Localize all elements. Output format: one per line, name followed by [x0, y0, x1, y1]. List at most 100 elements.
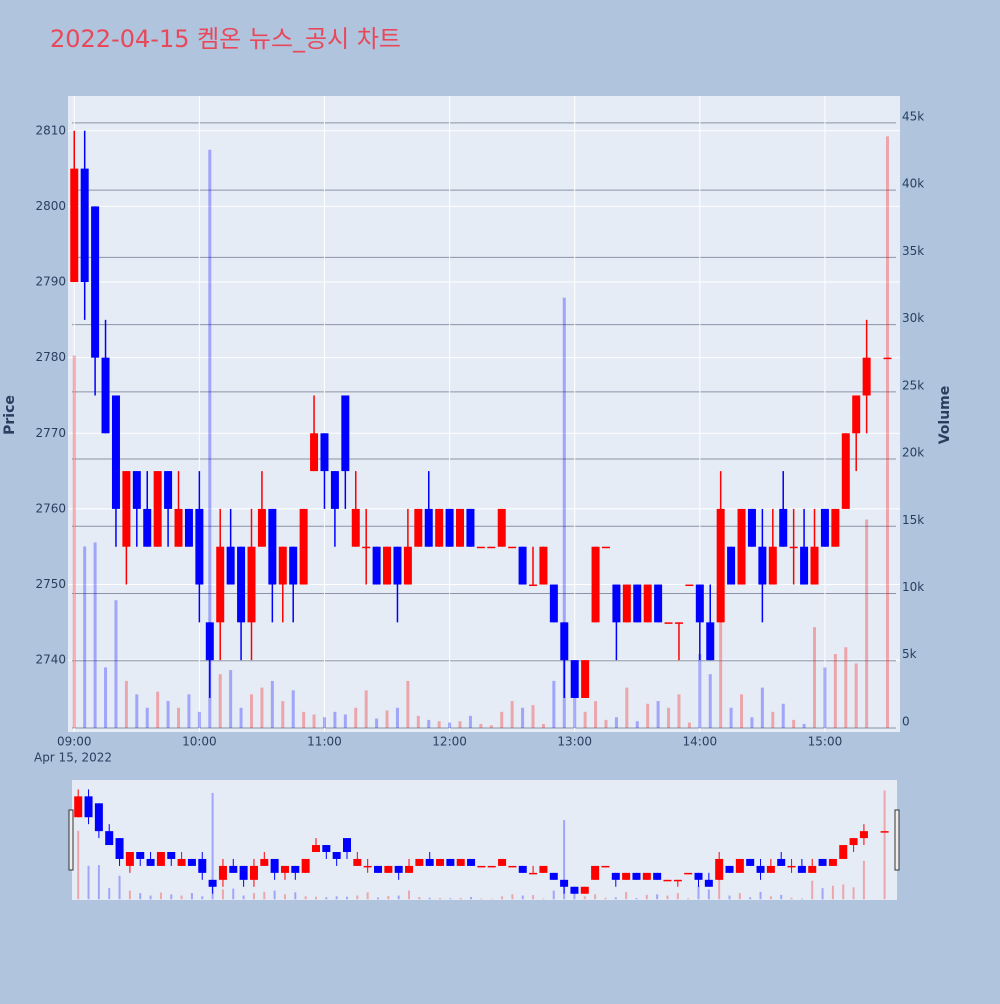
candle-body — [425, 509, 433, 547]
candle-body — [633, 585, 641, 623]
candle-body — [362, 547, 370, 549]
y2-tick-label: 40k — [902, 177, 924, 191]
mini-volume-bar — [801, 899, 803, 900]
candle-body — [279, 547, 287, 585]
candle-body — [206, 622, 214, 660]
mini-volume-bar — [346, 897, 348, 899]
volume-bar — [500, 712, 503, 728]
candle-body — [581, 660, 589, 698]
mini-candle-body — [281, 866, 289, 873]
candle-body — [748, 509, 756, 547]
volume-bar — [219, 674, 222, 728]
mini-volume-bar — [356, 896, 358, 900]
volume-bar — [281, 701, 284, 728]
candle-body — [404, 547, 412, 585]
candle-body — [81, 169, 89, 282]
volume-bar — [323, 717, 326, 728]
candle-body — [779, 509, 787, 547]
volume-bar — [886, 136, 889, 728]
x-date-label: Apr 15, 2022 — [34, 751, 112, 765]
candle-body — [258, 509, 266, 547]
candle-body — [122, 471, 130, 547]
candle-body — [769, 547, 777, 585]
y-tick-label: 2740 — [35, 653, 66, 667]
mini-volume-bar — [170, 894, 172, 899]
mini-candle-body — [622, 873, 630, 880]
x-tick-label: 09:00 — [57, 735, 92, 749]
y-tick-label: 2750 — [35, 577, 66, 591]
mini-candle-body — [467, 859, 475, 866]
mini-volume-bar — [305, 896, 307, 899]
mini-candle-body — [436, 859, 444, 866]
mini-volume-bar — [656, 894, 658, 899]
volume-bar — [73, 356, 76, 728]
volume-bar — [865, 520, 868, 728]
y-tick-label: 2800 — [35, 199, 66, 213]
volume-bar — [271, 681, 274, 728]
y-tick-label: 2770 — [35, 426, 66, 440]
volume-bar — [646, 704, 649, 728]
mini-candle-body — [674, 880, 682, 882]
mini-volume-bar — [201, 896, 203, 899]
mini-volume-bar — [139, 893, 141, 899]
candle-body — [227, 547, 235, 585]
mini-volume-bar — [98, 865, 100, 899]
volume-bar — [83, 546, 86, 728]
y2-tick-label: 30k — [902, 311, 924, 325]
range-handle[interactable] — [895, 810, 899, 870]
volume-bar — [698, 654, 701, 728]
volume-bar — [396, 708, 399, 728]
mini-volume-bar — [811, 881, 813, 900]
mini-candle-body — [178, 859, 186, 866]
mini-volume-bar — [687, 898, 689, 899]
volume-bar — [198, 712, 201, 728]
mini-candle-body — [322, 845, 330, 852]
mini-candle-body — [715, 859, 723, 880]
mini-volume-bar — [749, 897, 751, 899]
mini-candle-body — [74, 796, 82, 817]
mini-candle-body — [777, 859, 785, 866]
mini-candle-body — [550, 873, 558, 880]
candle-body — [477, 547, 485, 549]
volume-bar — [834, 654, 837, 728]
mini-volume-bar — [522, 896, 524, 900]
candle-body — [175, 509, 183, 547]
volume-bar — [792, 720, 795, 728]
mini-candle-body — [581, 887, 589, 894]
mini-candle-body — [136, 852, 144, 859]
candle-body — [654, 585, 662, 623]
mini-candle-body — [291, 866, 299, 873]
mini-candle-body — [839, 845, 847, 859]
candle-body — [216, 547, 224, 623]
candle-body — [550, 585, 558, 623]
mini-volume-bar — [263, 892, 265, 899]
candle-body — [665, 622, 673, 624]
volume-bar — [448, 723, 451, 728]
mini-candle-body — [312, 845, 320, 852]
volume-bar — [594, 701, 597, 728]
mini-volume-bar — [594, 894, 596, 899]
candle-body — [863, 358, 871, 396]
mini-volume-bar — [243, 896, 245, 900]
volume-bar — [135, 694, 138, 728]
x-tick-label: 12:00 — [432, 735, 467, 749]
mini-candle-body — [477, 866, 485, 868]
candle-body — [852, 395, 860, 433]
candle-body — [539, 547, 547, 585]
range-handle[interactable] — [69, 810, 73, 870]
candle-body — [435, 509, 443, 547]
mini-candle-body — [343, 838, 351, 852]
volume-bar — [761, 688, 764, 728]
candle-body — [696, 585, 704, 623]
candle-body — [456, 509, 464, 547]
candle-body — [373, 547, 381, 585]
mini-candle-body — [746, 859, 754, 866]
candle-body — [821, 509, 829, 547]
rangeslider[interactable] — [72, 780, 897, 900]
volume-bar — [855, 663, 858, 728]
volume-bar — [521, 708, 524, 728]
mini-candle-body — [881, 831, 889, 833]
volume-bar — [94, 542, 97, 728]
mini-volume-bar — [181, 896, 183, 900]
candle-body — [883, 358, 891, 360]
